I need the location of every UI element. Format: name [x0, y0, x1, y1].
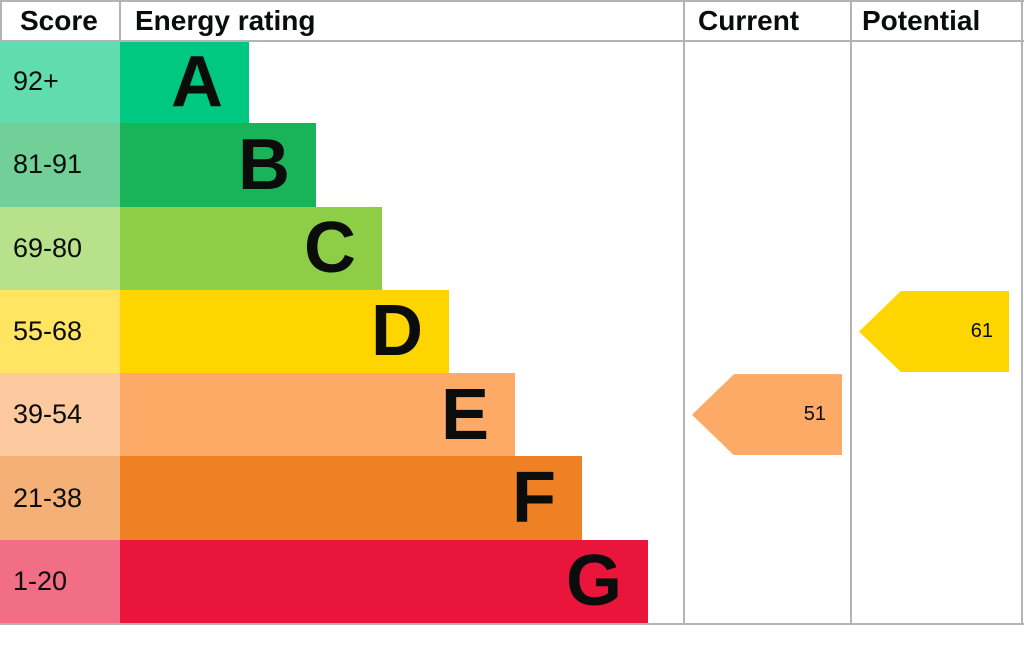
grid-header-border	[0, 40, 1024, 42]
band-score-range: 81-91	[0, 123, 120, 207]
band-bar-a: A	[120, 40, 249, 124]
current-rating-value: 51	[803, 403, 826, 426]
band-row-b: 81-91 B	[0, 123, 1024, 207]
band-row-d: 55-68 D	[0, 289, 1024, 374]
band-score-range: 39-54	[0, 373, 120, 457]
grid-current-divider	[683, 0, 685, 623]
potential-rating-value: 61	[970, 319, 993, 342]
band-bar-d: D	[120, 289, 449, 374]
band-score-range: 92+	[0, 40, 120, 124]
band-row-g: 1-20 G	[0, 539, 1024, 623]
band-bar-c: C	[120, 206, 382, 290]
grid-top-border	[0, 0, 1024, 2]
column-header-current: Current	[698, 5, 800, 36]
band-bar-g: G	[120, 539, 648, 623]
grid-left-border	[0, 0, 2, 40]
column-header-score: Score	[20, 5, 98, 36]
band-score-range: 21-38	[0, 456, 120, 540]
band-score-range: 1-20	[0, 539, 120, 623]
grid-potential-divider	[850, 0, 852, 623]
band-bar-e: E	[120, 373, 515, 457]
band-row-e: 39-54 E	[0, 373, 1024, 457]
grid-bottom-border	[0, 623, 1024, 625]
grid-right-border	[1021, 0, 1023, 623]
band-bar-f: F	[120, 456, 582, 540]
band-bar-b: B	[120, 123, 316, 207]
band-row-f: 21-38 F	[0, 456, 1024, 540]
column-header-energy-rating: Energy rating	[135, 5, 316, 36]
band-row-c: 69-80 C	[0, 206, 1024, 290]
grid-score-divider	[119, 0, 121, 40]
band-score-range: 69-80	[0, 206, 120, 290]
band-row-a: 92+ A	[0, 40, 1024, 124]
column-header-potential: Potential	[862, 5, 981, 36]
band-score-range: 55-68	[0, 289, 120, 374]
